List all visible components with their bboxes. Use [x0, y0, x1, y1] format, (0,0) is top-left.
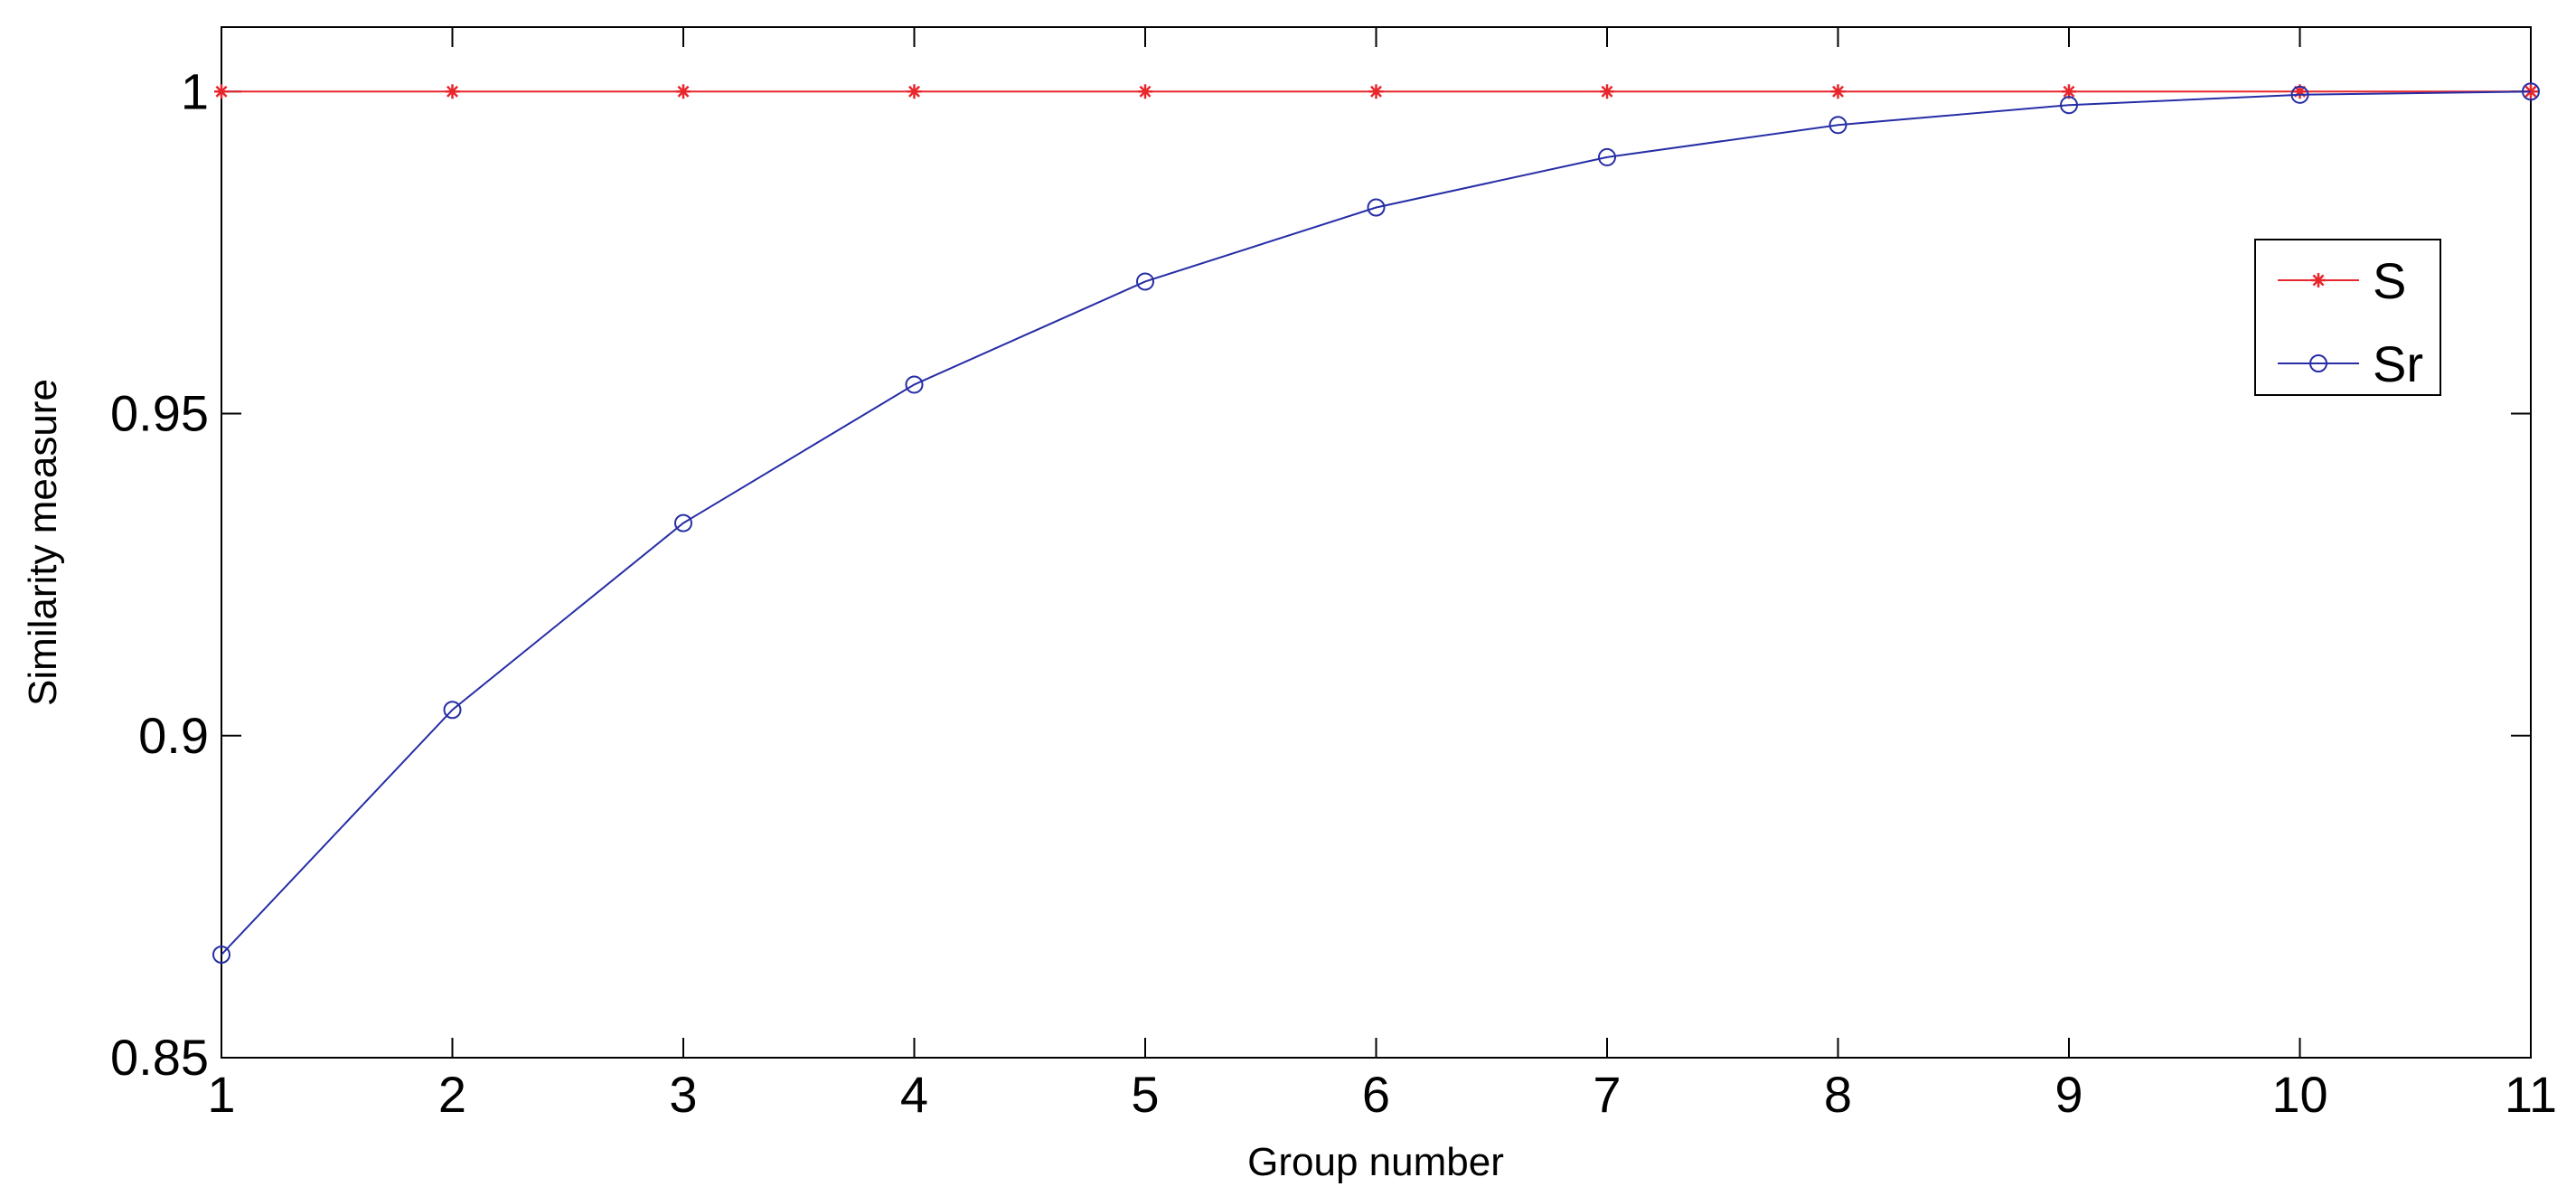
legend-label: S: [2373, 252, 2406, 309]
data-point: [2062, 84, 2076, 99]
legend-label: Sr: [2373, 335, 2423, 392]
series-line: [221, 90, 2532, 956]
legend: S Sr: [2254, 239, 2441, 396]
data-point: [1830, 84, 1846, 99]
series-S: [214, 84, 2538, 99]
y-tick-label: 1: [181, 62, 209, 119]
data-point: [1829, 116, 1847, 135]
x-tick-label: 9: [2054, 1066, 2082, 1123]
x-tick-label: 6: [1362, 1066, 1390, 1123]
data-point: [1367, 198, 1386, 217]
x-tick-label: 1: [207, 1066, 235, 1123]
data-point: [905, 375, 924, 394]
data-point: [676, 84, 691, 99]
data-point: [2522, 82, 2540, 101]
x-tick-label: 8: [1824, 1066, 1852, 1123]
data-point: [214, 84, 229, 99]
x-axis-title: Group number: [1247, 1140, 1504, 1184]
x-tick-label: 11: [2505, 1066, 2557, 1123]
data-point: [443, 701, 462, 720]
data-point: [2524, 84, 2538, 99]
data-point: [907, 84, 922, 99]
legend-box: [2254, 239, 2441, 396]
x-tick-label: 4: [900, 1066, 928, 1123]
y-tick-label: 0.95: [110, 385, 209, 442]
series-Sr: [212, 82, 2540, 964]
data-point: [212, 946, 230, 964]
x-tick-label: 7: [1593, 1066, 1621, 1123]
y-tick-label: 0.85: [110, 1029, 209, 1086]
data-point: [2292, 84, 2308, 99]
data-point: [1368, 84, 1384, 99]
data-point: [1136, 272, 1154, 291]
x-tick-label: 10: [2271, 1066, 2327, 1123]
y-axis: 0.85 0.9 0.95 1: [110, 62, 2531, 1086]
legend-item: S: [2278, 252, 2406, 309]
x-tick-label: 2: [438, 1066, 466, 1123]
x-tick-label: 3: [669, 1066, 697, 1123]
series-layer: [212, 82, 2540, 964]
x-tick-label: 5: [1131, 1066, 1159, 1123]
data-point: [445, 84, 460, 99]
plot-area: [221, 26, 2532, 1059]
data-point: [674, 513, 692, 532]
data-point: [1138, 84, 1152, 99]
data-point: [1598, 147, 1616, 166]
y-axis-title: Similarity measure: [21, 379, 65, 706]
data-point: [1600, 84, 1614, 99]
legend-marker: [2311, 273, 2326, 287]
y-tick-label: 0.9: [138, 707, 209, 764]
data-point: [2060, 96, 2078, 115]
data-point: [2290, 85, 2309, 104]
legend-item: Sr: [2278, 335, 2423, 392]
legend-marker: [2309, 354, 2327, 372]
x-axis: 1 2 3 4 5 6 7 8 9 10 11: [207, 27, 2557, 1123]
